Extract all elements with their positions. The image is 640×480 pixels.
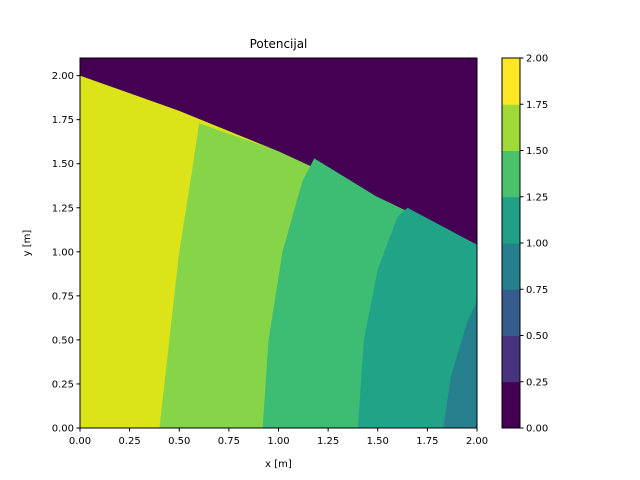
x-tick-label: 1.00: [267, 436, 289, 447]
colorbar-tick-label: 0.25: [526, 377, 548, 388]
x-tick-label: 0.50: [168, 436, 190, 447]
colorbar-tick-label: 2.00: [526, 54, 548, 65]
y-tick-label: 1.75: [52, 115, 74, 126]
x-tick-label: 1.50: [367, 436, 389, 447]
colorbar-tick-label: 1.00: [526, 239, 548, 250]
x-tick-label: 2.00: [466, 436, 488, 447]
contour-bands: [80, 58, 477, 428]
y-tick-label: 0.75: [52, 291, 74, 302]
y-tick-label: 0.00: [52, 424, 74, 435]
x-axis: 0.00 0.25 0.50 0.75 1.00 1.25 1.50 1.75 2.00: [69, 428, 488, 447]
band-075-100: [443, 301, 477, 428]
x-axis-label: x [m]: [265, 459, 292, 470]
x-tick-label: 1.75: [416, 436, 438, 447]
colorbar-segment: [502, 289, 520, 336]
chart-title: Potencijal: [250, 37, 308, 51]
colorbar-tick-label: 1.75: [526, 100, 548, 111]
y-tick-label: 0.50: [52, 335, 74, 346]
colorbar-segment: [502, 58, 520, 105]
band-100-125: [357, 207, 477, 428]
x-tick-label: 1.25: [317, 436, 339, 447]
colorbar-segment: [502, 196, 520, 244]
y-tick-label: 1.00: [52, 247, 74, 258]
colorbar-segment: [502, 243, 520, 290]
colorbar-tick-label: 0.75: [526, 285, 548, 296]
colorbar-segment: [502, 381, 520, 429]
x-tick-label: 0.00: [69, 436, 91, 447]
colorbar-segment: [502, 150, 520, 198]
y-tick-label: 2.00: [52, 71, 74, 82]
y-tick-label: 0.25: [52, 379, 74, 390]
colorbar: 0.00 0.25 0.50 0.75 1.00 1.25 1.50 1.75 2.00: [501, 54, 548, 435]
colorbar-segment: [502, 104, 520, 151]
x-tick-label: 0.75: [218, 436, 240, 447]
colorbar-tick-label: 0.00: [526, 424, 548, 435]
colorbar-tick-label: 1.50: [526, 146, 548, 157]
colorbar-tick-label: 0.50: [526, 331, 548, 342]
y-axis-label: y [m]: [22, 230, 33, 257]
y-axis: 0.00 0.25 0.50 0.75 1.00 1.25 1.50 1.75 2.00: [52, 71, 80, 435]
y-tick-label: 1.50: [52, 159, 74, 170]
y-tick-label: 1.25: [52, 203, 74, 214]
colorbar-segment: [502, 335, 520, 383]
colorbar-tick-label: 1.25: [526, 192, 548, 203]
x-tick-label: 0.25: [118, 436, 140, 447]
plot-area: [79, 57, 478, 429]
